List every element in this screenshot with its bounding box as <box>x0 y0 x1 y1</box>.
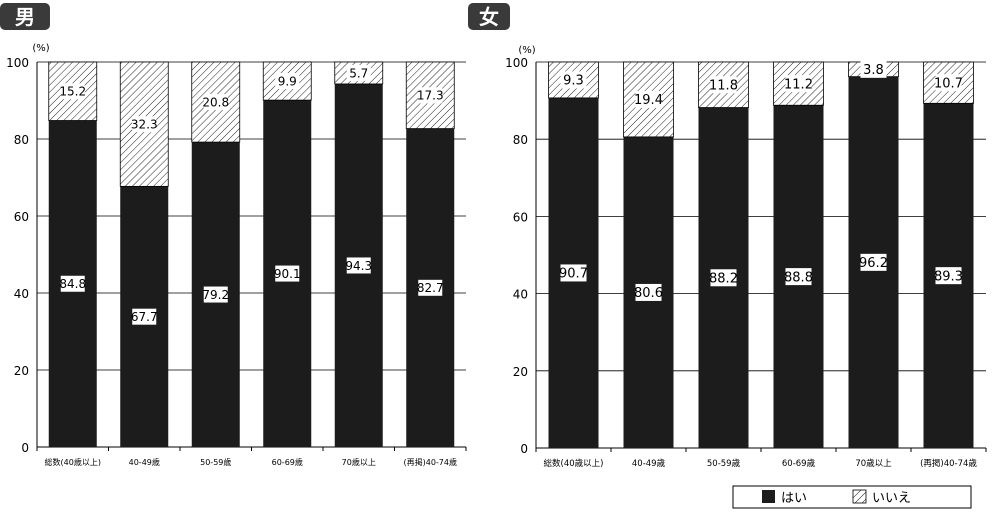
data-label-box-yes <box>560 264 587 282</box>
data-label-no-female-5: 10.7 <box>934 76 963 91</box>
data-label-box-yes <box>203 286 228 303</box>
x-tick-label: 40-49歳 <box>632 458 666 469</box>
y-tick-label: 0 <box>520 442 528 456</box>
x-tick-label: (再掲)40-74歳 <box>920 458 977 469</box>
panel-male-badge: 男 <box>0 3 50 30</box>
data-label-box-yes <box>418 279 443 296</box>
panel-female-badge: 女 <box>468 3 510 30</box>
data-label-yes-male-4: 94.3 <box>345 259 372 273</box>
x-tick-label: (再掲)40-74歳 <box>404 457 458 467</box>
y-tick-label: 20 <box>513 365 528 379</box>
data-label-box-yes <box>935 267 962 285</box>
data-label-box-no <box>132 116 157 133</box>
y-tick-label: 60 <box>513 210 528 224</box>
y-unit-label-male: (%) <box>32 43 49 54</box>
data-label-yes-male-1: 67.7 <box>131 310 158 324</box>
data-label-box-no <box>710 76 737 94</box>
data-label-box-no <box>635 90 662 108</box>
data-label-no-male-1: 32.3 <box>131 117 158 131</box>
data-label-box-yes <box>132 308 157 325</box>
x-tick-label: 50-59歳 <box>200 457 231 467</box>
data-label-no-female-3: 11.2 <box>784 77 813 92</box>
panel-male-label: 男 <box>15 5 35 29</box>
legend-box <box>732 485 972 509</box>
data-label-box-yes <box>60 275 85 292</box>
data-label-box-no <box>203 94 228 111</box>
y-tick-label: 40 <box>513 288 528 302</box>
legend-label-yes: はい <box>781 491 807 506</box>
x-tick-label: 50-59歳 <box>707 458 741 469</box>
data-label-no-male-3: 9.9 <box>278 74 297 88</box>
data-label-box-no <box>60 83 85 100</box>
data-label-yes-female-4: 96.2 <box>859 256 888 271</box>
y-tick-label: 20 <box>14 364 29 378</box>
y-tick-label: 80 <box>14 133 29 147</box>
data-label-box-yes <box>346 257 371 274</box>
data-label-no-female-0: 9.3 <box>563 74 584 89</box>
data-label-yes-female-2: 88.2 <box>709 271 738 286</box>
panel-female-label: 女 <box>479 5 499 29</box>
data-label-box-yes <box>275 265 300 282</box>
x-tick-label: 総数(40歳以上) <box>45 457 101 467</box>
legend-label-no: いいえ <box>872 491 911 506</box>
data-label-box-yes <box>785 268 812 286</box>
y-tick-label: 60 <box>14 210 29 224</box>
data-label-box-yes <box>635 283 662 301</box>
y-tick-label: 80 <box>513 133 528 147</box>
legend: はい いいえ <box>732 485 972 509</box>
data-label-no-male-2: 20.8 <box>202 95 229 109</box>
x-tick-label: 総数(40歳以上) <box>544 458 604 469</box>
data-label-no-male-4: 5.7 <box>349 66 368 80</box>
data-label-yes-male-5: 82.7 <box>417 281 444 295</box>
legend-swatch-no <box>852 489 867 504</box>
data-label-yes-female-0: 90.7 <box>559 267 588 282</box>
data-label-box-no <box>275 73 300 90</box>
x-tick-label: 60-69歳 <box>272 457 303 467</box>
data-label-box-no <box>346 64 371 81</box>
x-tick-label: 40-49歳 <box>129 457 160 467</box>
x-tick-label: 60-69歳 <box>782 458 816 469</box>
y-tick-label: 100 <box>505 56 528 70</box>
data-label-box-yes <box>860 253 887 271</box>
data-label-box-no <box>785 75 812 93</box>
data-label-no-female-2: 11.8 <box>709 78 738 93</box>
data-label-yes-male-0: 84.8 <box>59 277 86 291</box>
data-label-no-female-4: 3.8 <box>863 63 884 78</box>
data-label-no-male-0: 15.2 <box>59 85 86 99</box>
y-tick-label: 0 <box>21 441 29 455</box>
data-label-yes-female-3: 88.8 <box>784 270 813 285</box>
chart-female: 0 20 40 60 80 100 90.7 9.3 総数(40歳以上) 80.6 19.4 40-4… <box>505 56 987 469</box>
y-tick-label: 40 <box>14 287 29 301</box>
data-label-box-no <box>935 74 962 92</box>
y-tick-label: 100 <box>6 56 29 70</box>
data-label-yes-male-2: 79.2 <box>202 288 229 302</box>
x-tick-label: 70歳以上 <box>342 457 376 467</box>
data-label-yes-male-3: 90.1 <box>274 267 301 281</box>
data-label-yes-female-1: 80.6 <box>634 286 663 301</box>
data-label-box-no <box>560 71 587 89</box>
data-label-box-yes <box>710 269 737 287</box>
legend-swatch-yes <box>762 490 775 503</box>
y-unit-label-female: (%) <box>518 45 535 56</box>
chart-male: 0 20 40 60 80 100 84.8 15.2 総数(40歳以上) 67.7 32.3 40-… <box>6 56 467 467</box>
x-tick-label: 70歳以上 <box>855 458 892 469</box>
data-label-box-no <box>860 60 887 78</box>
data-label-no-male-5: 17.3 <box>417 89 444 103</box>
data-label-box-no <box>418 87 443 104</box>
data-label-no-female-1: 19.4 <box>634 93 663 108</box>
data-label-yes-female-5: 89.3 <box>934 269 963 284</box>
